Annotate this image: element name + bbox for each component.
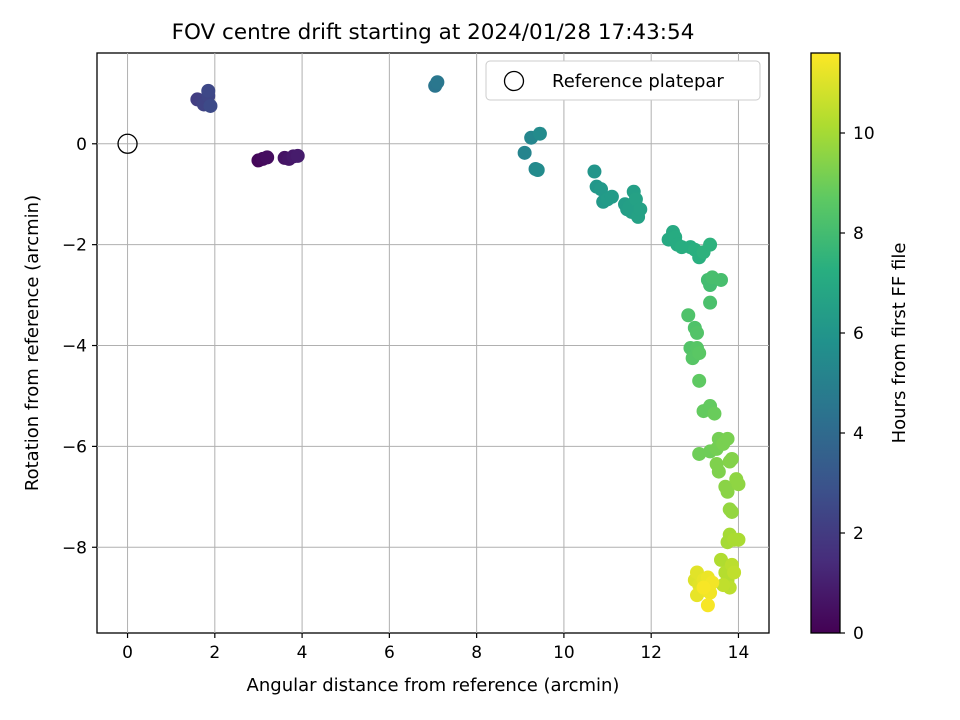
data-point (720, 431, 735, 446)
x-tick-label: 0 (122, 643, 133, 663)
y-tick-label: −6 (62, 437, 87, 457)
x-tick-label: 8 (471, 643, 482, 663)
colorbar: 0 2 4 6 8 10 Hours from first FF file (810, 52, 910, 644)
data-point (714, 552, 728, 567)
data-point (604, 189, 619, 204)
data-point (731, 477, 746, 492)
data-point (290, 148, 305, 163)
x-axis: 0 2 4 6 8 10 12 14 (122, 633, 749, 663)
data-point (681, 308, 696, 323)
data-point (731, 532, 746, 547)
y-tick-label: 0 (76, 135, 87, 155)
y-axis-label: Rotation from reference (arcmin) (22, 195, 43, 491)
data-point (724, 452, 739, 466)
data-point (692, 346, 707, 361)
colorbar-gradient (810, 52, 841, 634)
legend-box (485, 60, 761, 101)
y-tick-label: −2 (62, 236, 87, 256)
x-tick-label: 6 (384, 643, 395, 663)
x-tick-label: 2 (209, 643, 220, 663)
data-point (703, 295, 718, 310)
data-point (714, 272, 728, 287)
data-point (690, 325, 704, 340)
data-point (633, 202, 648, 217)
colorbar-tick-label: 10 (853, 124, 875, 144)
y-tick-label: −8 (62, 538, 87, 558)
data-point (692, 446, 707, 461)
colorbar-tick-label: 8 (853, 224, 864, 244)
y-tick-label: −4 (62, 337, 87, 357)
data-point (703, 237, 718, 252)
data-point (260, 150, 275, 165)
data-point (700, 598, 715, 613)
data-point (724, 504, 739, 519)
data-point (517, 145, 532, 160)
data-point (430, 75, 445, 90)
data-point (727, 565, 742, 580)
x-tick-label: 4 (297, 643, 308, 663)
data-point (696, 580, 711, 595)
data-point (203, 98, 218, 113)
legend: Reference platepar (485, 60, 761, 101)
x-tick-label: 10 (553, 643, 575, 663)
plot-area: 0 2 4 6 8 10 12 14 0 −2 −4 −6 −8 (62, 52, 770, 663)
legend-reference-marker (503, 70, 525, 92)
chart-title: FOV centre drift starting at 2024/01/28 … (172, 20, 695, 45)
reference-marker (117, 133, 138, 154)
data-point (532, 126, 547, 141)
data-point (201, 83, 216, 98)
y-axis: 0 −2 −4 −6 −8 (62, 135, 97, 558)
data-point (594, 182, 608, 197)
data-point (711, 464, 726, 479)
x-tick-label: 14 (728, 643, 750, 663)
x-axis-label: Angular distance from reference (arcmin) (247, 675, 620, 696)
colorbar-tick-label: 6 (853, 324, 864, 344)
colorbar-ticks: 0 2 4 6 8 10 (840, 124, 875, 644)
data-point (716, 578, 731, 593)
data-point (707, 406, 722, 421)
plot-frame (96, 52, 770, 634)
colorbar-label: Hours from first FF file (889, 243, 910, 444)
colorbar-tick-label: 2 (853, 524, 864, 544)
data-point (587, 164, 602, 179)
data-point (720, 484, 735, 499)
data-points (190, 75, 746, 613)
grid (97, 53, 769, 633)
reference-marker-group (117, 133, 138, 154)
colorbar-tick-label: 0 (853, 624, 864, 644)
x-tick-label: 12 (640, 643, 662, 663)
colorbar-tick-label: 4 (853, 424, 864, 444)
data-point (530, 163, 545, 178)
data-point (692, 373, 707, 388)
legend-label: Reference platepar (552, 71, 724, 92)
